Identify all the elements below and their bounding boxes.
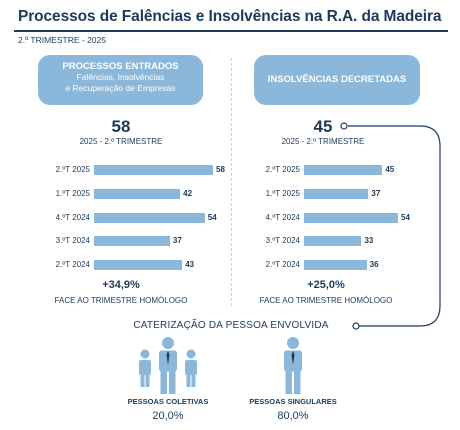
right-bar-value: 37	[371, 188, 381, 198]
page-title: Processos de Falências e Insolvências na…	[18, 8, 442, 25]
singular-value: 80,0%	[277, 410, 309, 422]
right-bar-category: 1.ºT 2025	[265, 188, 300, 198]
right-delta-label: FACE AO TRIMESTRE HOMÓLOGO	[259, 296, 393, 305]
right-big-value: 45	[313, 117, 333, 136]
left-bar-category: 4.ºT 2024	[55, 212, 90, 222]
right-bar	[304, 212, 398, 223]
left-bar	[94, 260, 183, 271]
left-big-value: 58	[111, 117, 131, 136]
right-bar	[304, 260, 367, 271]
page-subtitle: 2.º TRIMESTRE - 2025	[18, 35, 106, 45]
characterization-title: CATERIZAÇÃO DA PESSOA ENVOLVIDA	[133, 320, 329, 331]
left-header-title: PROCESSOS ENTRADOS	[62, 61, 179, 72]
right-bar-category: 2.ºT 2025	[265, 165, 300, 174]
collective-persons-icon	[139, 337, 197, 394]
left-bar-category: 1.ºT 2025	[55, 188, 90, 198]
right-bar-category: 4.ºT 2024	[265, 212, 300, 222]
left-bar-value: 42	[183, 188, 193, 198]
right-bar-value: 36	[369, 260, 379, 270]
left-delta-label: FACE AO TRIMESTRE HOMÓLOGO	[54, 296, 188, 305]
right-bar-value: 45	[385, 165, 395, 174]
left-bar-category: 3.ºT 2024	[55, 236, 90, 246]
left-header-sub1: Falências, Insolvências	[76, 72, 165, 82]
left-bar-value: 43	[185, 260, 195, 270]
left-bar-value: 58	[216, 165, 225, 174]
left-delta: +34,9%	[102, 279, 140, 291]
right-bar-value: 33	[364, 236, 374, 246]
left-bar-category: 2.ºT 2024	[55, 260, 90, 270]
title-divider	[14, 30, 448, 32]
right-bar-category: 3.ºT 2024	[265, 236, 300, 246]
singular-label: PESSOAS SINGULARES	[249, 397, 337, 406]
right-bar	[304, 165, 383, 175]
right-header-title: INSOLVÊNCIAS DECRETADAS	[267, 74, 407, 85]
left-bar	[94, 212, 205, 223]
left-header-sub2: e Recuperação de Empresas	[65, 83, 176, 93]
singular-person-icon	[284, 337, 302, 394]
left-bar-value: 37	[172, 236, 182, 246]
collective-label: PESSOAS COLETIVAS	[127, 397, 209, 406]
left-bar	[94, 236, 170, 247]
right-bar-value: 54	[401, 212, 410, 222]
left-bar-category: 2.ºT 2025	[55, 165, 90, 174]
left-bar	[94, 165, 213, 175]
right-bar-category: 2.ºT 2024	[265, 260, 300, 270]
collective-value: 20,0%	[152, 410, 184, 422]
left-bar	[94, 188, 181, 199]
right-delta: +25,0%	[307, 279, 345, 291]
right-panel-header: INSOLVÊNCIAS DECRETADAS	[254, 55, 420, 105]
left-period: 2025 - 2.º TRIMESTRE	[79, 137, 163, 146]
right-bar	[304, 188, 369, 199]
right-period: 2025 - 2.º TRIMESTRE	[281, 137, 365, 146]
right-bar	[304, 236, 362, 247]
left-panel-header: PROCESSOS ENTRADOS Falências, Insolvênci…	[38, 55, 203, 105]
panel-divider	[231, 58, 232, 306]
left-bar-value: 54	[207, 212, 217, 222]
